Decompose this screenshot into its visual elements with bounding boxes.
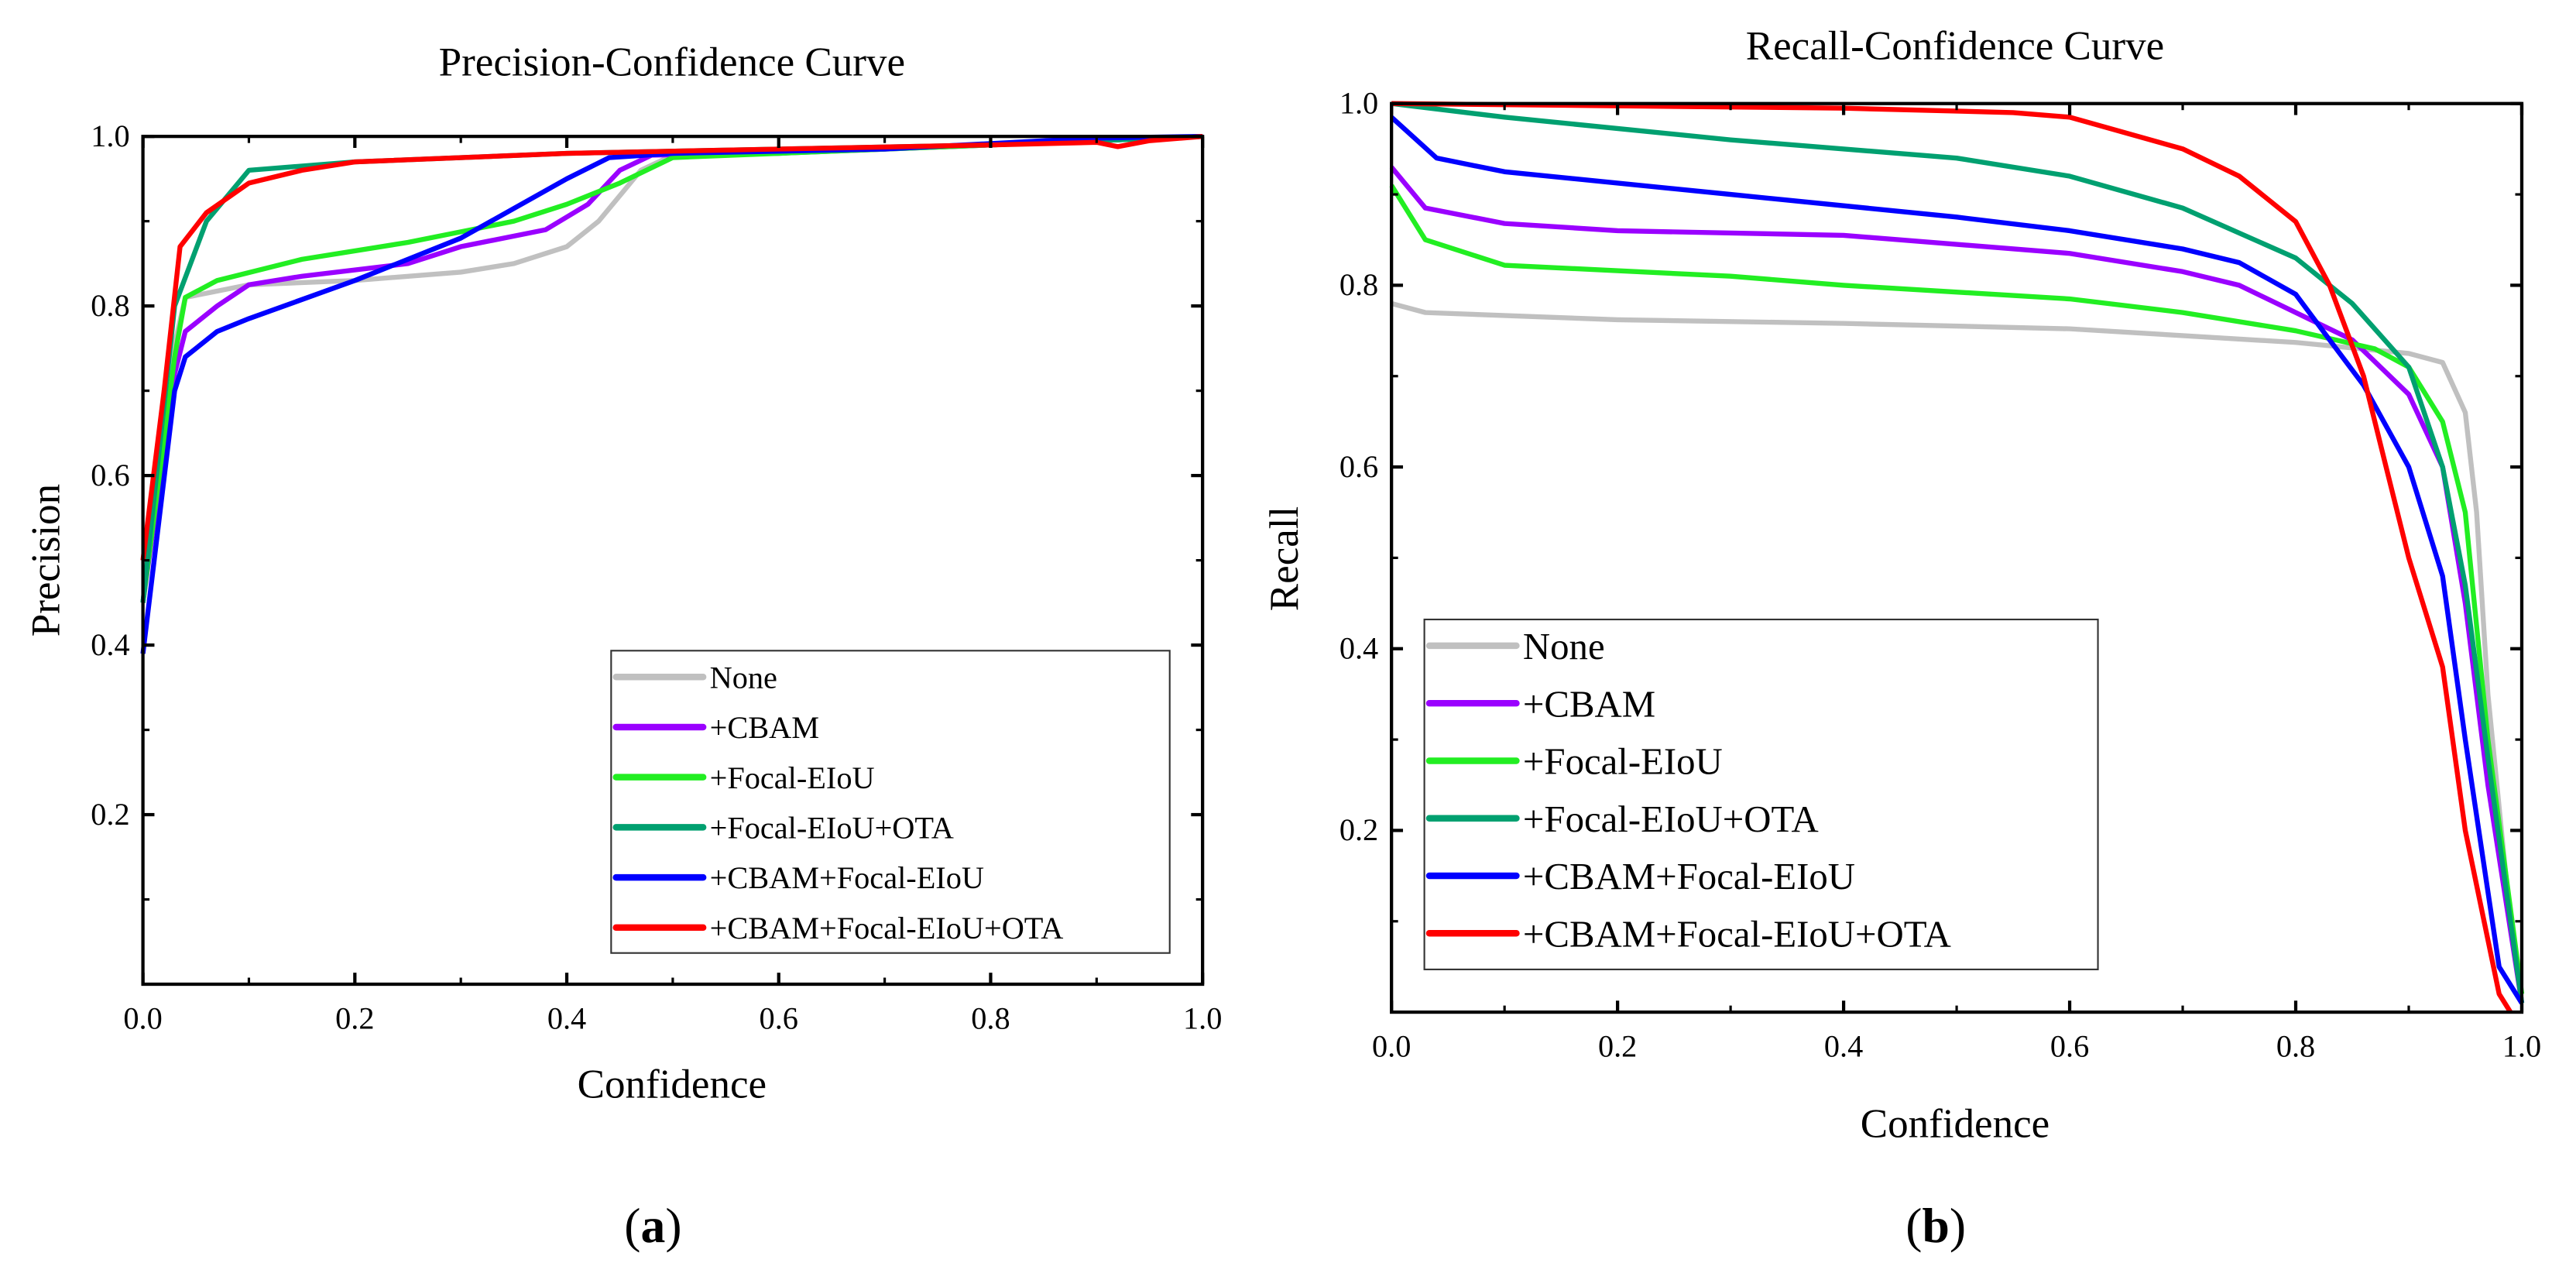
- x-tick-label: 0.8: [2276, 1028, 2315, 1063]
- series-line-cbam-focal-eiou: [140, 133, 1203, 654]
- y-tick-label: 0.4: [1339, 630, 1378, 665]
- x-tick-label: 0.6: [760, 1000, 798, 1035]
- chart-title: Precision-Confidence Curve: [439, 40, 905, 85]
- y-tick-label: 1.0: [91, 118, 129, 153]
- legend-entry: +CBAM+Focal-EIoU: [710, 860, 984, 895]
- legend: None+CBAM+Focal-EIoU+Focal-EIoU+OTA+CBAM…: [1423, 618, 2099, 970]
- series-line-cbam-focal-eiou: [1390, 115, 2524, 1005]
- series-line-focal-eiou: [140, 133, 1203, 603]
- panel-label-letter: b: [1923, 1198, 1950, 1253]
- x-tick-label: 0.8: [971, 1000, 1010, 1035]
- panel-label-close: ): [1950, 1198, 1966, 1253]
- legend-entry: +CBAM+Focal-EIoU+OTA: [1523, 913, 1951, 955]
- series-line-focal-eiou-ota: [140, 133, 1203, 603]
- panel-label: (b): [1905, 1198, 1966, 1253]
- y-tick-label: 0.6: [91, 458, 129, 492]
- y-tick-label: 0.2: [91, 797, 129, 832]
- y-tick-label: 0.2: [1339, 812, 1378, 847]
- legend-entry: +CBAM+Focal-EIoU: [1523, 856, 1855, 897]
- panel-label-close: ): [665, 1198, 681, 1253]
- series-line-cbam-focal-eiou-ota: [140, 133, 1203, 561]
- panel-label-letter: a: [640, 1198, 665, 1253]
- chart-panel-b: Recall-Confidence Curve Confidence Recall (…: [1262, 23, 2541, 1253]
- legend-entry: +Focal-EIoU+OTA: [1523, 798, 1819, 840]
- y-tick-label: 1.0: [1339, 85, 1378, 120]
- series-line-focal-eiou: [1389, 184, 2525, 994]
- x-tick-label: 0.2: [335, 1000, 374, 1035]
- x-tick-label: 0.4: [547, 1000, 586, 1035]
- x-tick-label: 0.4: [1824, 1028, 1863, 1063]
- x-tick-label: 0.0: [123, 1000, 162, 1035]
- series-line-focal-eiou-ota: [1391, 101, 2525, 1004]
- legend-entry: None: [1523, 626, 1605, 667]
- y-tick-label: 0.8: [1339, 267, 1378, 302]
- y-tick-label: 0.6: [1339, 449, 1378, 484]
- series-line-cbam-focal-eiou-ota: [1391, 101, 2513, 1014]
- x-tick-label: 0.2: [1598, 1028, 1637, 1063]
- x-axis-label: Confidence: [578, 1062, 767, 1107]
- y-tick-label: 0.4: [91, 627, 129, 662]
- legend-box: [1423, 618, 2099, 970]
- legend-box: [610, 650, 1171, 954]
- legend-entry: None: [710, 660, 777, 695]
- chart-panel-a: Precision-Confidence Curve Confidence Prec…: [23, 40, 1222, 1253]
- y-tick-label: 0.8: [91, 288, 129, 323]
- x-tick-label: 0.6: [2050, 1028, 2089, 1063]
- panel-label: (a): [624, 1198, 681, 1253]
- legend-entry: +Focal-EIoU: [1523, 741, 1723, 783]
- panel-label-open: (: [624, 1198, 640, 1253]
- x-tick-label: 0.0: [1372, 1028, 1411, 1063]
- x-tick-label: 1.0: [1183, 1000, 1222, 1035]
- legend-entry: +CBAM+Focal-EIoU+OTA: [710, 911, 1064, 945]
- y-axis-label: Recall: [1262, 506, 1307, 611]
- series-line-cbam: [140, 133, 1203, 603]
- legend-entry: +Focal-EIoU+OTA: [710, 810, 954, 845]
- y-axis-label: Precision: [23, 484, 68, 637]
- x-tick-label: 1.0: [2502, 1028, 2541, 1063]
- panel-label-open: (: [1905, 1198, 1922, 1253]
- x-axis-label: Confidence: [1861, 1101, 2049, 1146]
- legend-entry: +CBAM: [1523, 683, 1655, 725]
- series-line-none: [1391, 300, 2525, 1004]
- legend: None+CBAM+Focal-EIoU+Focal-EIoU+OTA+CBAM…: [610, 650, 1171, 954]
- legend-entry: +CBAM: [710, 710, 819, 745]
- legend-entry: +Focal-EIoU: [710, 760, 875, 795]
- series-line-none: [140, 133, 1203, 603]
- chart-title: Recall-Confidence Curve: [1746, 23, 2164, 68]
